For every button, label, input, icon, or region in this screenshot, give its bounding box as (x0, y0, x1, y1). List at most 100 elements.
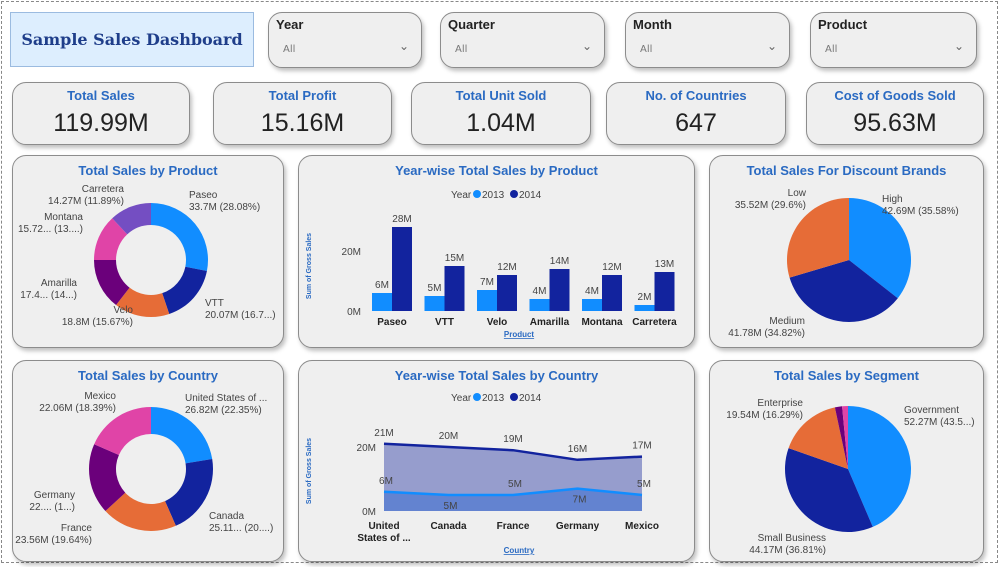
kpi-cogs: Cost of Goods Sold 95.63M (806, 82, 984, 145)
slice-label: VTT (205, 298, 224, 309)
bar-2013 (372, 293, 392, 311)
chart-country-area: Year-wise Total Sales by Country Year 2013… (298, 360, 695, 562)
slice-value-label: 19.54M (16.29%) (726, 410, 803, 421)
legend-marker (510, 393, 518, 401)
chevron-down-icon[interactable]: ⌄ (766, 39, 777, 53)
slice-value-label: 25.11... (20....) (209, 523, 273, 534)
bar-2014 (497, 275, 517, 311)
slice-value-label: 44.17M (36.81%) (749, 545, 826, 556)
pie-slice-high (849, 198, 911, 299)
bar-data-label: 7M (480, 277, 494, 288)
bar-data-label: 4M (585, 286, 599, 297)
legend-title: Year (451, 190, 472, 201)
legend-item: 2013 (482, 190, 505, 201)
kpi-total-profit: Total Profit 15.16M (213, 82, 392, 145)
bar-2013 (529, 299, 550, 311)
kpi-countries: No. of Countries 647 (606, 82, 786, 145)
x-axis-label: Country (504, 546, 535, 555)
slice-label: United States of ... (185, 393, 267, 404)
legend-item: 2013 (482, 393, 505, 404)
x-tick-label: Paseo (377, 317, 406, 328)
filter-product[interactable]: Product All ⌄ (810, 12, 977, 68)
slice-label: Low (788, 188, 807, 199)
x-tick-label-cont: States of ... (357, 533, 411, 544)
x-axis-label: Product (504, 330, 535, 339)
kpi-value: 15.16M (260, 109, 345, 137)
chart-title: Year-wise Total Sales by Country (394, 368, 599, 383)
pie-slice-government (848, 406, 912, 527)
filter-label: Year (276, 17, 304, 32)
kpi-label: Total Profit (268, 88, 337, 103)
pie-slice-enterprise (788, 407, 848, 469)
point-data-label: 7M (573, 495, 587, 506)
kpi-total-units: Total Unit Sold 1.04M (411, 82, 591, 145)
chevron-down-icon[interactable]: ⌄ (398, 39, 409, 53)
chart-country-donut: Total Sales by Country United States of .… (12, 360, 284, 562)
point-data-label: 5M (444, 501, 458, 512)
slice-label: Amarilla (41, 278, 78, 289)
filter-label: Quarter (448, 17, 495, 32)
bar-data-label: 2M (638, 292, 652, 303)
bar-data-label: 5M (428, 283, 442, 294)
chevron-down-icon[interactable]: ⌄ (581, 39, 592, 53)
y-tick-label: 20M (342, 247, 361, 258)
slice-label: Mexico (84, 391, 116, 402)
pie-slice-vtt (162, 266, 207, 315)
pie-slice-montana (94, 218, 128, 260)
legend-marker (510, 190, 518, 198)
x-tick-label: United (368, 521, 399, 532)
chart-product-bars: Year-wise Total Sales by Product Year 2013… (298, 155, 695, 348)
x-tick-label: Velo (487, 317, 508, 328)
bar-2014 (392, 227, 412, 311)
bar-data-label: 6M (375, 280, 389, 291)
legend-title: Year (451, 393, 472, 404)
point-data-label: 5M (508, 479, 522, 490)
kpi-value: 95.63M (853, 109, 937, 137)
slice-label: Germany (34, 490, 75, 501)
bar-2014 (444, 266, 465, 311)
kpi-label: Cost of Goods Sold (834, 88, 956, 103)
chart-title: Year-wise Total Sales by Product (395, 163, 598, 178)
chart-segment-pie: Total Sales by Segment Government 52.27M (… (709, 360, 984, 562)
chart-title: Total Sales by Product (78, 163, 218, 178)
filter-month[interactable]: Month All ⌄ (625, 12, 790, 68)
filter-year[interactable]: Year All ⌄ (268, 12, 422, 68)
pie-slice-small-business (785, 448, 873, 532)
slice-label: France (61, 523, 93, 534)
kpi-total-sales: Total Sales 119.99M (12, 82, 190, 145)
slice-value-label: 23.56M (19.64%) (15, 535, 92, 546)
kpi-label: No. of Countries (645, 88, 747, 103)
chart-discount-pie: Total Sales For Discount Brands High 42.69… (709, 155, 984, 348)
x-tick-label: Amarilla (530, 317, 570, 328)
slice-value-label: 15.72... (13....) (18, 224, 83, 235)
chevron-down-icon[interactable]: ⌄ (953, 39, 964, 53)
chart-title: Total Sales by Segment (774, 368, 919, 383)
pie-slice-medium (789, 260, 898, 322)
bar-2013 (477, 290, 497, 311)
slice-label: Velo (114, 305, 134, 316)
filter-quarter[interactable]: Quarter All ⌄ (440, 12, 605, 68)
x-tick-label: Germany (556, 521, 600, 532)
slice-label: Enterprise (757, 398, 803, 409)
slice-value-label: 33.7M (28.08%) (189, 202, 260, 213)
product-bars-svg: Year 2013 2014 Sum of Gross Sales 0M 20M 6M 28M… (306, 190, 677, 339)
kpi-label: Total Unit Sold (455, 88, 547, 103)
point-data-label: 16M (568, 444, 587, 455)
x-tick-label: Mexico (625, 521, 659, 532)
x-tick-label: Montana (581, 317, 623, 328)
slice-label: Montana (44, 212, 83, 223)
point-data-label: 19M (503, 434, 522, 445)
x-tick-label: Canada (430, 521, 467, 532)
slice-label: Government (904, 405, 959, 416)
x-tick-label: VTT (435, 317, 454, 328)
kpi-value: 1.04M (466, 109, 536, 137)
kpi-label: Total Sales (67, 88, 135, 103)
pie-slice-mexico (94, 407, 151, 456)
filter-value: All (283, 44, 296, 55)
bar-data-label: 12M (602, 262, 621, 273)
pie-slice-paseo (151, 203, 209, 272)
